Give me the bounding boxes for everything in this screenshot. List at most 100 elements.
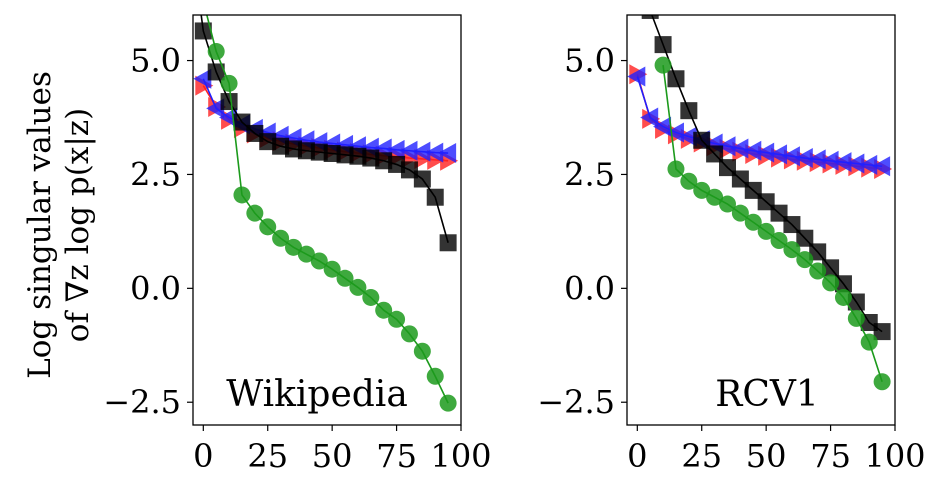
data-point-black-2 [667, 70, 685, 88]
data-point-black-2 [207, 63, 225, 81]
data-point-blue-14 [807, 149, 826, 170]
data-point-black-8 [744, 181, 762, 199]
data-point-black-15 [375, 152, 393, 170]
y-tick-label: 5.0 [130, 42, 181, 80]
data-point-black-13 [809, 243, 827, 261]
y-tick-label: 2.5 [130, 155, 181, 193]
data-point-black-5 [246, 124, 264, 142]
data-point-black-7 [272, 137, 290, 155]
panel-rcv1-marks [627, 15, 893, 391]
data-point-black-14 [822, 259, 840, 277]
y-tick-label: 2.5 [564, 155, 615, 193]
panel-rcv1: 0 25 50 75 100 −2.5 0.0 2.5 5.0 RCV1 [537, 14, 926, 475]
data-point-blue-1 [206, 98, 225, 119]
data-point-green-3 [693, 181, 711, 199]
data-point-black-3 [220, 93, 238, 111]
data-point-green-15 [388, 310, 406, 328]
data-point-black-16 [388, 155, 406, 173]
data-point-blue-17 [412, 141, 431, 162]
data-point-black-14 [362, 149, 380, 167]
data-point-black-6 [719, 159, 736, 177]
data-point-black-1 [654, 36, 672, 54]
data-point-green-12 [809, 262, 827, 280]
x-tick-label: 100 [864, 437, 925, 475]
x-tick-label: 25 [247, 437, 288, 475]
data-point-green-14 [375, 301, 393, 319]
data-point-green-2 [220, 74, 238, 92]
y-axis-label-line2: of ∇z log p(x|z) [60, 108, 96, 342]
x-tick-label: 100 [430, 437, 491, 475]
data-point-blue-2 [653, 116, 672, 137]
data-point-black-4 [233, 113, 251, 131]
data-point-green-6 [272, 229, 290, 247]
data-point-green-13 [362, 288, 380, 306]
data-point-green-5 [719, 195, 736, 213]
data-point-green-11 [796, 251, 814, 269]
data-point-green-11 [336, 269, 354, 287]
data-point-green-16 [400, 325, 418, 343]
data-point-black-9 [297, 142, 315, 160]
data-point-black-10 [310, 143, 328, 161]
data-point-blue-16 [833, 152, 852, 173]
data-point-blue-0 [627, 66, 646, 87]
y-tick-label: −2.5 [537, 383, 615, 421]
data-point-black-18 [413, 170, 431, 188]
data-point-black-6 [259, 133, 277, 151]
data-point-green-0 [654, 56, 672, 74]
x-tick-label: 0 [193, 437, 213, 475]
data-point-black-4 [693, 131, 711, 149]
data-point-green-4 [246, 204, 264, 222]
data-point-blue-10 [756, 142, 775, 163]
y-axis-label-line1: Log singular values [22, 71, 58, 379]
x-tick-label: 50 [312, 437, 353, 475]
data-point-green-17 [413, 342, 431, 360]
data-point-green-12 [349, 278, 367, 296]
data-point-green-17 [873, 373, 891, 391]
data-point-green-5 [259, 218, 277, 236]
data-point-green-1 [207, 42, 225, 60]
data-point-black-5 [706, 145, 724, 163]
data-point-green-16 [860, 333, 878, 351]
data-point-black-8 [285, 140, 302, 158]
data-point-black-9 [757, 193, 775, 211]
x-tick-label: 50 [746, 437, 787, 475]
data-point-blue-1 [640, 107, 659, 128]
data-point-blue-9 [743, 140, 762, 161]
data-point-blue-13 [794, 148, 813, 169]
data-point-black-0 [190, 0, 207, 1]
x-tick-label: 75 [376, 437, 417, 475]
data-point-green-10 [783, 241, 801, 259]
data-point-blue-0 [193, 68, 212, 89]
data-point-green-10 [323, 260, 341, 278]
y-tick-label: −2.5 [103, 383, 181, 421]
panel-wikipedia-frame [192, 14, 462, 426]
data-point-green-2 [680, 172, 698, 190]
data-point-black-20 [439, 234, 457, 252]
x-tick-label: 75 [810, 437, 851, 475]
data-point-green-7 [285, 238, 302, 256]
data-point-green-15 [847, 309, 865, 327]
data-point-green-0 [195, 0, 212, 10]
data-point-blue-19 [438, 143, 457, 164]
data-point-blue-4 [678, 126, 697, 147]
data-point-blue-15 [820, 150, 839, 171]
y-tick-label: 5.0 [564, 42, 615, 80]
data-point-black-12 [796, 229, 814, 247]
data-point-green-13 [822, 274, 840, 292]
data-point-black-0 [641, 15, 659, 19]
data-point-black-3 [680, 102, 698, 120]
panel-rcv1-ticks: 0 25 50 75 100 −2.5 0.0 2.5 5.0 [537, 42, 925, 475]
data-point-green-18 [426, 367, 444, 385]
data-point-green-3 [233, 186, 251, 204]
data-point-green-6 [731, 204, 749, 222]
panel-wikipedia-title: Wikipedia [226, 374, 408, 415]
data-point-black-11 [323, 144, 341, 162]
data-point-blue-18 [859, 154, 878, 175]
panel-wikipedia-marks [190, 0, 459, 412]
data-point-black-11 [783, 216, 801, 234]
data-point-black-18 [873, 323, 891, 341]
data-point-green-8 [297, 245, 315, 263]
data-point-black-16 [847, 293, 865, 311]
data-point-black-15 [834, 275, 852, 293]
